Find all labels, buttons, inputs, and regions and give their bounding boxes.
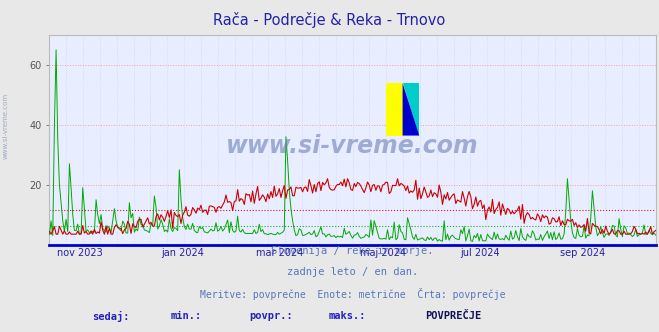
Text: zadnje leto / en dan.: zadnje leto / en dan. xyxy=(287,267,418,277)
Text: mar 2024: mar 2024 xyxy=(256,248,304,258)
Bar xyxy=(410,329,424,332)
Text: Rača - Podrečje & Reka - Trnovo: Rača - Podrečje & Reka - Trnovo xyxy=(214,12,445,28)
Polygon shape xyxy=(403,83,419,135)
Text: min.:: min.: xyxy=(171,311,202,321)
Text: sedaj:: sedaj: xyxy=(92,311,129,322)
Text: sep 2024: sep 2024 xyxy=(560,248,606,258)
Text: Slovenija / reke in morje.: Slovenija / reke in morje. xyxy=(272,246,434,256)
Text: jul 2024: jul 2024 xyxy=(460,248,500,258)
Text: maks.:: maks.: xyxy=(328,311,366,321)
Text: www.si-vreme.com: www.si-vreme.com xyxy=(2,93,9,159)
Text: nov 2023: nov 2023 xyxy=(57,248,103,258)
Bar xyxy=(386,83,403,135)
Text: POVPREČJE: POVPREČJE xyxy=(425,311,482,321)
Text: jan 2024: jan 2024 xyxy=(161,248,204,258)
Text: maj 2024: maj 2024 xyxy=(360,248,406,258)
Text: Meritve: povprečne  Enote: metrične  Črta: povprečje: Meritve: povprečne Enote: metrične Črta:… xyxy=(200,288,505,300)
Polygon shape xyxy=(403,83,419,135)
Text: www.si-vreme.com: www.si-vreme.com xyxy=(226,134,479,158)
Text: povpr.:: povpr.: xyxy=(250,311,293,321)
